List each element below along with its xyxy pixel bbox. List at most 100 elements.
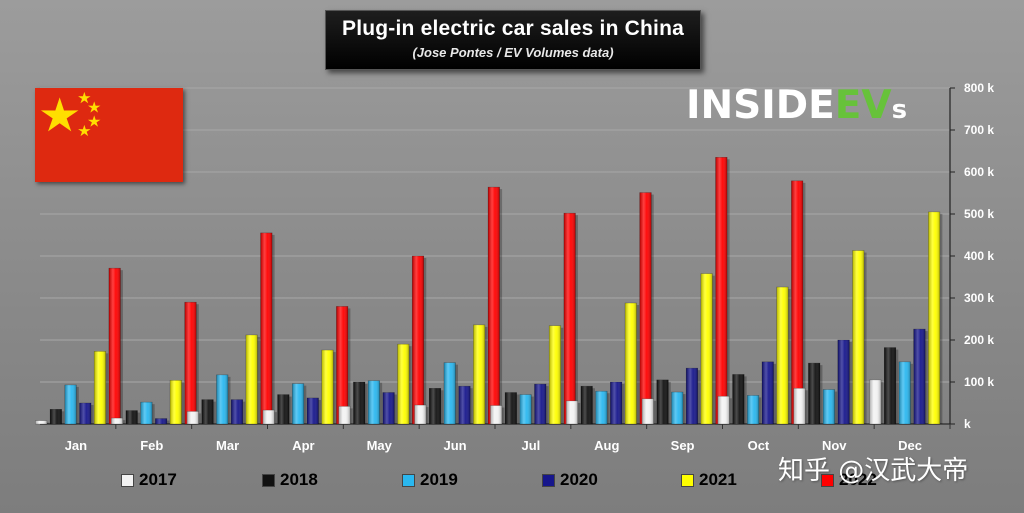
bar-2017-feb — [110, 417, 126, 425]
bar-2019-aug — [595, 390, 610, 425]
bar-highlight — [837, 340, 850, 424]
legend-swatch — [821, 474, 834, 487]
bar-highlight — [336, 306, 348, 424]
bar-2021-feb — [169, 380, 185, 425]
bar-highlight — [549, 325, 561, 424]
bar-highlight — [490, 405, 502, 424]
bar-2017-apr — [262, 409, 277, 425]
bar-highlight — [762, 361, 774, 424]
x-tick-label: Jul — [522, 438, 541, 453]
bar-highlight — [108, 268, 121, 424]
x-tick-label: Apr — [292, 438, 314, 453]
bar-highlight — [715, 157, 728, 425]
bar-highlight — [412, 256, 424, 424]
bar-2019-jul — [519, 394, 534, 425]
bar-2018-nov — [808, 362, 823, 425]
bar-highlight — [473, 324, 485, 424]
bar-2019-jan — [64, 384, 79, 425]
bar-highlight — [793, 388, 806, 424]
bar-2018-jul — [504, 392, 520, 425]
legend-swatch — [542, 474, 555, 487]
legend-swatch — [121, 474, 134, 487]
bar-highlight — [869, 379, 882, 424]
bar-2020-mar — [230, 399, 246, 425]
bar-highlight — [368, 380, 380, 424]
bar-2017-nov — [793, 387, 808, 425]
bar-2017-jul — [490, 405, 505, 425]
legend-label: 2022 — [839, 470, 877, 489]
x-tick-label: Aug — [594, 438, 619, 453]
bar-2020-may — [382, 392, 397, 425]
bar-2018-mar — [201, 399, 216, 425]
y-tick-label: 300 k — [964, 291, 994, 305]
bar-highlight — [642, 398, 654, 424]
bar-2019-jun — [443, 362, 458, 425]
bar-2020-nov — [837, 339, 852, 425]
bar-highlight — [64, 384, 77, 424]
bar-2022-aug — [639, 192, 654, 425]
bar-2020-jun — [458, 385, 473, 425]
bar-2018-oct — [732, 374, 747, 425]
bar-2021-mar — [245, 334, 260, 425]
bar-highlight — [155, 418, 167, 424]
bar-2022-oct — [791, 180, 806, 425]
zhihu-watermark: 知乎 @汉武大帝 — [778, 456, 969, 486]
bar-2018-sep — [656, 379, 671, 425]
bar-highlight — [852, 250, 865, 424]
bar-highlight — [717, 396, 730, 424]
bar-highlight — [140, 402, 153, 424]
chart-subtitle: (Jose Pontes / EV Volumes data) — [412, 45, 614, 60]
bar-highlight — [700, 273, 713, 424]
bar-2018-aug — [580, 385, 595, 425]
bar-2017-mar — [186, 411, 202, 425]
y-tick-label: 700 k — [964, 123, 994, 137]
bar-2020-dec — [913, 328, 928, 425]
x-tick-label: Feb — [140, 438, 163, 453]
bar-highlight — [913, 329, 926, 424]
bar-2018-may — [353, 381, 368, 425]
bar-2017-oct — [717, 395, 732, 425]
bar-highlight — [639, 192, 652, 424]
bar-highlight — [94, 351, 106, 424]
bar-highlight — [216, 374, 228, 424]
bar-2021-may — [397, 343, 412, 425]
chart-title: Plug-in electric car sales in China — [342, 17, 684, 40]
y-tick-label: 100 k — [964, 375, 994, 389]
logo-part-ev: EV — [834, 83, 892, 128]
bar-2020-aug — [610, 381, 625, 425]
bar-2022-sep — [715, 157, 730, 425]
bar-highlight — [823, 389, 835, 424]
bar-2019-mar — [216, 374, 231, 425]
logo-part-inside: INSIDE — [686, 83, 835, 128]
bar-2018-apr — [277, 394, 292, 425]
bar-2017-jan — [35, 420, 50, 425]
bar-highlight — [338, 406, 351, 424]
x-tick-label: Jan — [65, 438, 87, 453]
bar-highlight — [898, 361, 911, 424]
legend-label: 2021 — [699, 470, 737, 489]
bar-highlight — [201, 399, 214, 424]
bar-2020-apr — [306, 397, 322, 425]
bar-highlight — [170, 380, 182, 424]
bar-2021-nov — [852, 250, 867, 425]
bar-highlight — [808, 363, 820, 424]
bar-highlight — [732, 374, 745, 424]
bar-2022-may — [411, 255, 427, 425]
y-tick-label: 500 k — [964, 207, 994, 221]
bar-highlight — [50, 409, 62, 424]
bar-highlight — [580, 386, 593, 424]
bar-highlight — [566, 400, 578, 424]
bar-2020-jan — [79, 402, 94, 425]
bar-2019-oct — [747, 395, 762, 425]
bar-highlight — [184, 302, 197, 424]
bar-2021-jan — [93, 351, 109, 425]
legend-swatch — [681, 474, 694, 487]
bar-2020-oct — [761, 361, 777, 425]
bar-highlight — [79, 403, 92, 424]
bar-highlight — [353, 382, 365, 424]
bar-highlight — [443, 362, 456, 424]
bar-highlight — [610, 382, 622, 424]
legend-label: 2017 — [139, 470, 177, 489]
bar-2021-dec — [928, 211, 943, 425]
